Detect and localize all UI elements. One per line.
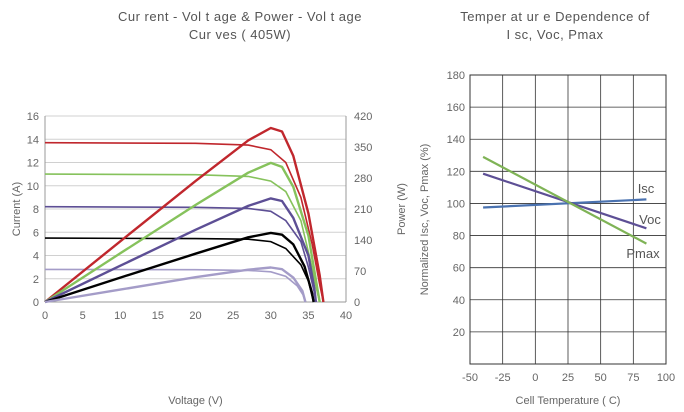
- x-tick-label: 25: [227, 310, 239, 322]
- y-axis-label: Normalized Isc, Voc, Pmax (%): [419, 144, 431, 296]
- pv-curve: [44, 266, 307, 304]
- x-tick-label: 25: [562, 372, 574, 384]
- y-tick-label: 120: [447, 166, 465, 178]
- y2-tick-label: 210: [354, 204, 372, 216]
- y2-tick-label: 350: [354, 142, 372, 154]
- y-tick-label: 4: [33, 251, 39, 263]
- pv-curve: [44, 197, 318, 304]
- y-tick-label: 40: [453, 295, 465, 307]
- x-tick-label: 75: [627, 372, 639, 384]
- iv-chart-title-line1: Cur rent - Vol t age & Power - Vol t age: [117, 9, 362, 24]
- x-tick-label: 0: [42, 310, 48, 322]
- temp-chart-title: Temper at ur e Dependence of I sc, Voc, …: [430, 8, 680, 44]
- x-tick-label: 100: [657, 372, 675, 384]
- y-axis-label: Current (A): [11, 182, 23, 236]
- temperature-dependence-plot: 20 40 60 80 100 120 140 160 180 -50 -25 0 25 50 75 100 N…: [419, 70, 675, 407]
- x-axis-label: Cell Temperature ( C): [516, 395, 621, 407]
- y-tick-label: 180: [447, 70, 465, 82]
- y2-tick-label: 70: [354, 266, 366, 278]
- iv-curve: [44, 141, 325, 303]
- y-tick-label: 100: [447, 198, 465, 210]
- iv-chart-title: Cur rent - Vol t age & Power - Vol t age…: [80, 8, 400, 44]
- y-tick-label: 2: [33, 274, 39, 286]
- x-tick-label: 0: [532, 372, 538, 384]
- y2-tick-label: 280: [354, 173, 372, 185]
- pv-curve: [44, 161, 321, 304]
- x-tick-label: -50: [462, 372, 478, 384]
- y-tick-label: 20: [453, 327, 465, 339]
- x-tick-label: 30: [265, 310, 277, 322]
- series-label-isc: Isc: [638, 181, 655, 196]
- y2-tick-label: 140: [354, 235, 372, 247]
- y-tick-label: 0: [33, 297, 39, 309]
- pv-curve: [44, 231, 315, 304]
- series-label-voc: Voc: [639, 212, 661, 227]
- x-tick-label: 40: [340, 310, 352, 322]
- y-tick-label: 10: [27, 181, 39, 193]
- y2-axis-label: Power (W): [396, 183, 408, 235]
- iv-curve: [44, 268, 307, 303]
- x-tick-label: 10: [114, 310, 126, 322]
- y-tick-label: 8: [33, 204, 39, 216]
- temp-chart-title-line2: I sc, Voc, Pmax: [506, 27, 604, 42]
- y-tick-label: 80: [453, 231, 465, 243]
- series-label-pmax: Pmax: [626, 246, 660, 261]
- x-tick-label: 15: [152, 310, 164, 322]
- y-tick-label: 12: [27, 158, 39, 170]
- y-tick-label: 14: [27, 134, 39, 146]
- x-axis-label: Voltage (V): [168, 395, 222, 407]
- x-tick-label: 5: [80, 310, 86, 322]
- y-tick-label: 140: [447, 134, 465, 146]
- pv-curve: [44, 126, 325, 303]
- y-tick-label: 160: [447, 102, 465, 114]
- x-tick-label: 35: [302, 310, 314, 322]
- y2-tick-label: 0: [354, 297, 360, 309]
- series-line-isc: [483, 198, 647, 209]
- temp-chart-title-line1: Temper at ur e Dependence of: [460, 9, 650, 24]
- iv-chart-title-line2: Cur ves ( 405W): [188, 27, 292, 42]
- y-tick-label: 16: [27, 111, 39, 123]
- y-tick-label: 6: [33, 227, 39, 239]
- iv-power-voltage-plot: 0 2 4 6 8 10 12 14 16 0 70 140 210 280 350 420 0 5 10 15 20 2…: [11, 111, 408, 407]
- series-line-pmax: [482, 155, 647, 245]
- x-tick-label: 20: [189, 310, 201, 322]
- x-tick-label: 50: [595, 372, 607, 384]
- y-tick-label: 60: [453, 263, 465, 275]
- y2-tick-label: 420: [354, 111, 372, 123]
- x-tick-label: -25: [495, 372, 511, 384]
